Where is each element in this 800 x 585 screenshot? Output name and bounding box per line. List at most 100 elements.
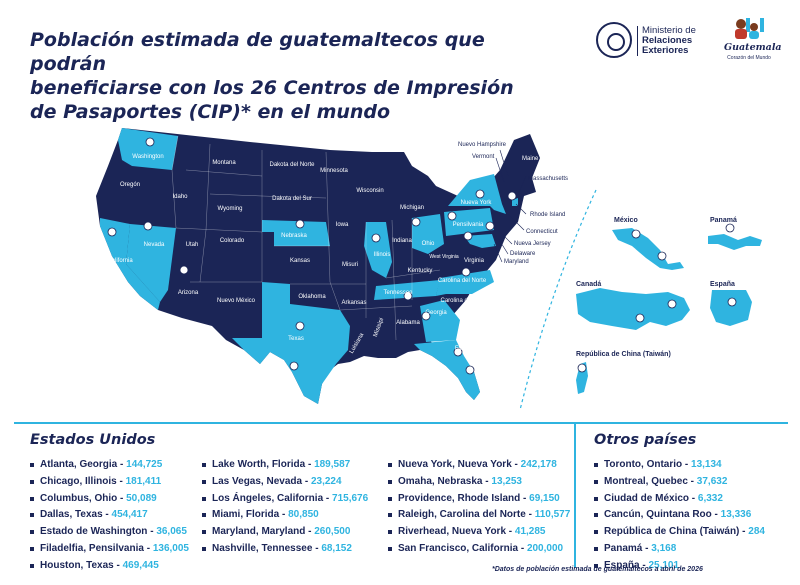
pin-icon bbox=[107, 227, 117, 237]
pin-icon bbox=[447, 211, 457, 221]
pin-icon bbox=[453, 347, 463, 357]
state-pennsylvania bbox=[444, 208, 494, 236]
list-item: Nueva York, Nueva York - 242,178 bbox=[388, 457, 570, 474]
ministry-name-line-1: Ministerio de bbox=[642, 25, 696, 36]
guatemala-brand-logo: Guatemala Corazón del Mundo bbox=[724, 16, 782, 66]
state-label: Illinois bbox=[374, 252, 391, 258]
list-item: Cancún, Quintana Roo - 13,336 bbox=[594, 507, 765, 524]
inset-panama bbox=[708, 234, 762, 250]
cip-pins bbox=[107, 137, 737, 375]
state-label: Michigan bbox=[400, 205, 424, 211]
inset-label-mexico: México bbox=[614, 217, 638, 224]
pin-icon bbox=[463, 231, 473, 241]
state-label: Nueva Jersey bbox=[514, 241, 551, 247]
inset-label-taiwan: República de China (Taiwán) bbox=[576, 351, 671, 358]
state-label: Colorado bbox=[220, 238, 245, 244]
pin-icon bbox=[631, 229, 641, 239]
list-item: Omaha, Nebraska - 13,253 bbox=[388, 474, 570, 491]
state-label: Nebraska bbox=[281, 233, 307, 239]
pin-icon bbox=[725, 223, 735, 233]
pin-icon bbox=[179, 265, 189, 275]
state-georgia bbox=[420, 300, 460, 342]
pin-icon bbox=[465, 365, 475, 375]
state-label: West Virginia bbox=[429, 254, 458, 260]
list-item: Riverhead, Nueva York - 41,285 bbox=[388, 524, 570, 541]
state-florida bbox=[414, 340, 480, 400]
inset-label-canada: Canadá bbox=[576, 281, 601, 288]
inset-mexico bbox=[612, 228, 684, 270]
state-label: Tennessee bbox=[383, 290, 413, 296]
state-borders bbox=[171, 135, 441, 341]
state-label: Utah bbox=[186, 242, 199, 248]
coat-of-arms-seal bbox=[596, 22, 632, 58]
state-north-carolina bbox=[436, 270, 494, 296]
pin-icon bbox=[727, 297, 737, 307]
list-item: Filadelfia, Pensilvania - 136,005 bbox=[30, 541, 189, 558]
us-list-col-3: Nueva York, Nueva York - 242,178 Omaha, … bbox=[388, 457, 570, 558]
state-nebraska bbox=[262, 220, 330, 246]
state-label: Maine bbox=[522, 156, 539, 162]
state-label: Kansas bbox=[290, 258, 310, 264]
state-label: Oregón bbox=[120, 182, 140, 188]
list-item: Columbus, Ohio - 50,089 bbox=[30, 491, 189, 508]
list-item: Ciudad de México - 6,332 bbox=[594, 491, 765, 508]
pin-icon bbox=[289, 361, 299, 371]
state-label: Texas bbox=[288, 336, 304, 342]
state-label: Kentucky bbox=[408, 268, 433, 274]
state-label: Dakota del Sur bbox=[272, 196, 312, 202]
list-item: Estado de Washington - 36,065 bbox=[30, 524, 189, 541]
inset-label-panama: Panamá bbox=[710, 217, 737, 224]
state-label: Georgia bbox=[425, 310, 447, 316]
pin-icon bbox=[577, 363, 587, 373]
pin-icon bbox=[421, 311, 431, 321]
state-label: Ohio bbox=[422, 241, 435, 247]
state-ohio bbox=[412, 214, 444, 254]
section-divider-horizontal bbox=[14, 422, 788, 424]
pin-icon bbox=[461, 267, 471, 277]
state-label: Delaware bbox=[510, 251, 536, 257]
state-label: Nuevo México bbox=[217, 298, 256, 304]
state-label: Wisconsin bbox=[356, 188, 383, 194]
other-section-heading: Otros países bbox=[594, 432, 697, 448]
state-label: Minnesota bbox=[320, 168, 348, 174]
list-item: Lake Worth, Florida - 189,587 bbox=[202, 457, 368, 474]
pin-icon bbox=[371, 233, 381, 243]
label-leaders bbox=[493, 149, 527, 263]
us-list-col-2: Lake Worth, Florida - 189,587 Las Vegas,… bbox=[202, 457, 368, 558]
state-label: Florida bbox=[455, 346, 474, 352]
state-illinois bbox=[364, 222, 392, 278]
ministry-name: Ministerio de Relaciones Exteriores bbox=[642, 26, 696, 56]
state-label: Connecticut bbox=[526, 229, 558, 235]
inset-spain bbox=[710, 290, 752, 326]
state-label: Pensilvania bbox=[453, 222, 484, 228]
section-divider-vertical bbox=[574, 422, 576, 568]
state-texas bbox=[232, 282, 350, 404]
inset-canada bbox=[576, 288, 690, 330]
list-item: Raleigh, Carolina del Norte - 110,577 bbox=[388, 507, 570, 524]
state-label: Carolina del Sur bbox=[440, 298, 483, 304]
state-tennessee bbox=[374, 280, 440, 300]
title-line-1: Población estimada de guatemaltecos que … bbox=[30, 29, 485, 75]
inset-label-layer: México Panamá Canadá España República de… bbox=[576, 217, 737, 358]
pin-icon bbox=[145, 137, 155, 147]
logo-divider bbox=[637, 26, 638, 56]
us-section-heading: Estados Unidos bbox=[30, 432, 156, 448]
title-line-2: beneficiarse con los 26 Centros de Impre… bbox=[30, 77, 514, 99]
pin-icon bbox=[475, 189, 485, 199]
pin-icon bbox=[295, 321, 305, 331]
northeast-label-layer: Nuevo Hampshire Vermont Maine Massachuse… bbox=[458, 142, 568, 265]
list-item: España - 25,101 bbox=[594, 558, 765, 575]
list-item: Providence, Rhode Island - 69,150 bbox=[388, 491, 570, 508]
brand-tagline: Corazón del Mundo bbox=[727, 55, 771, 61]
state-nevada bbox=[126, 224, 176, 302]
pin-icon bbox=[485, 221, 495, 231]
list-item: Chicago, Illinois - 181,411 bbox=[30, 474, 189, 491]
state-label: Arkansas bbox=[341, 300, 366, 306]
state-label: Misuri bbox=[342, 262, 358, 268]
state-label: Nuevo Hampshire bbox=[458, 142, 507, 148]
pin-icon bbox=[657, 251, 667, 261]
list-item: Atlanta, Georgia - 144,725 bbox=[30, 457, 189, 474]
list-item: Montreal, Quebec - 37,632 bbox=[594, 474, 765, 491]
pin-icon bbox=[411, 217, 421, 227]
